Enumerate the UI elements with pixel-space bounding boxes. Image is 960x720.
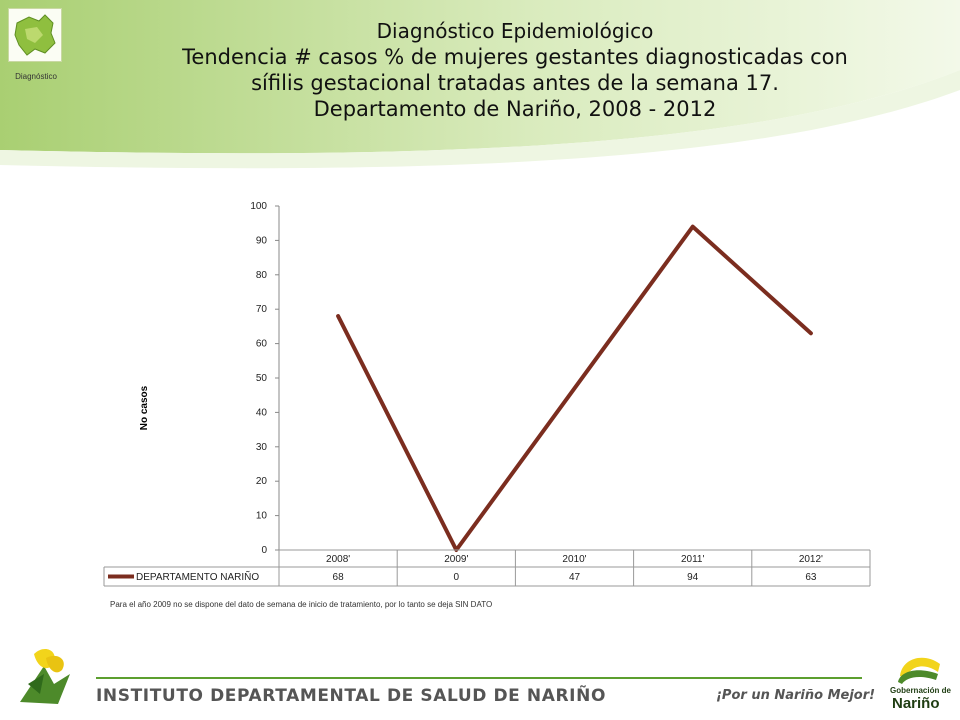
header-background xyxy=(0,0,960,169)
data-point xyxy=(809,331,813,335)
x-category-label: 2008' xyxy=(326,554,350,565)
slide-title: Diagnóstico Epidemiológico Tendencia # c… xyxy=(80,18,950,122)
table-value: 0 xyxy=(454,572,460,583)
y-tick-label: 20 xyxy=(256,476,268,487)
institute-name: INSTITUTO DEPARTAMENTAL DE SALUD DE NARI… xyxy=(96,686,606,706)
y-axis-label: No casos xyxy=(139,385,150,430)
department-map-logo xyxy=(8,8,62,62)
data-point xyxy=(336,314,340,318)
y-tick-label: 40 xyxy=(256,407,268,418)
institute-bird-logo xyxy=(20,648,70,704)
title-line-1: Diagnóstico Epidemiológico xyxy=(376,19,654,43)
x-category-label: 2012' xyxy=(799,554,823,565)
y-tick-label: 10 xyxy=(256,511,268,522)
y-tick-label: 0 xyxy=(261,545,267,556)
y-axis: 0 10 20 30 40 50 60 70 80 90 100 xyxy=(250,201,280,556)
logo-caption: Diagnóstico xyxy=(15,72,57,81)
table-value: 63 xyxy=(805,572,817,583)
data-table: 2008' 2009' 2010' 2011' 2012' 68 0 47 94 63 DEPART… xyxy=(103,549,871,587)
y-tick-label: 60 xyxy=(256,339,268,350)
y-tick-label: 90 xyxy=(256,235,268,246)
y-tick-label: 100 xyxy=(250,201,267,212)
gobernacion-line-2: Nariño xyxy=(892,695,940,712)
y-tick-label: 80 xyxy=(256,270,268,281)
data-point xyxy=(573,386,576,390)
x-category-label: 2010' xyxy=(562,554,586,565)
x-category-label: 2009' xyxy=(444,554,468,565)
title-line-3: sífilis gestacional tratadas antes de la… xyxy=(251,71,779,95)
slogan: ¡Por un Nariño Mejor! xyxy=(716,688,876,703)
title-line-4: Departamento de Nariño, 2008 - 2012 xyxy=(313,97,717,121)
title-line-2: Tendencia # casos % de mujeres gestantes… xyxy=(182,45,848,69)
y-tick-label: 70 xyxy=(256,304,268,315)
table-value: 94 xyxy=(687,572,699,583)
table-value: 47 xyxy=(569,572,581,583)
y-tick-label: 30 xyxy=(256,442,268,453)
table-value: 68 xyxy=(333,572,345,583)
x-category-label: 2011' xyxy=(681,554,705,565)
gobernacion-line-1: Gobernación de xyxy=(890,686,951,695)
footnote: Para el año 2009 no se dispone del dato … xyxy=(110,600,493,609)
gobernacion-logo xyxy=(898,657,940,684)
y-tick-label: 50 xyxy=(256,373,268,384)
legend-series-name: DEPARTAMENTO NARIÑO xyxy=(136,570,259,583)
plot-area xyxy=(336,224,813,552)
data-point xyxy=(691,225,695,229)
footer-divider xyxy=(96,677,862,679)
